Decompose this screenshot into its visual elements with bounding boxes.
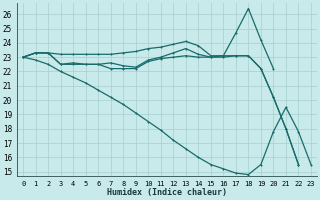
X-axis label: Humidex (Indice chaleur): Humidex (Indice chaleur) bbox=[107, 188, 227, 197]
